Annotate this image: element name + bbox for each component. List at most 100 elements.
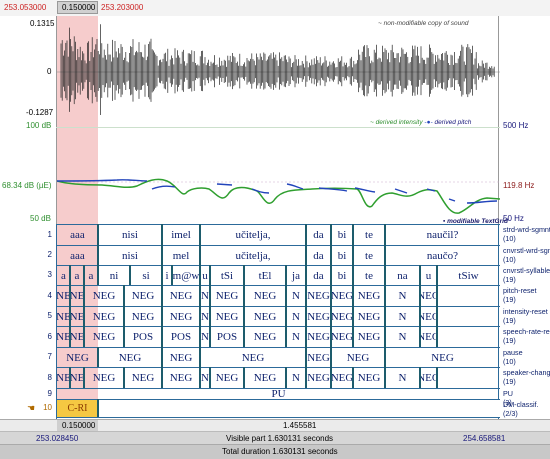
interval-cell[interactable]: NE — [57, 372, 70, 384]
interval-cell[interactable]: a — [61, 269, 66, 282]
interval-boundary[interactable] — [161, 245, 163, 265]
interval-cell[interactable]: NEG — [331, 310, 353, 323]
interval-boundary[interactable] — [330, 347, 332, 367]
tier-name[interactable]: cnvrstl-syllable (19) — [503, 266, 550, 284]
interval-boundary[interactable] — [199, 367, 201, 388]
interval-cell[interactable]: NEG — [357, 290, 381, 302]
interval-cell[interactable]: NEG — [253, 310, 277, 323]
interval-cell[interactable]: NEG — [169, 372, 193, 384]
interval-cell[interactable]: NEG — [92, 372, 116, 384]
interval-boundary[interactable] — [384, 245, 386, 265]
interval-cell[interactable]: N — [201, 331, 209, 343]
interval-boundary[interactable] — [330, 224, 332, 245]
tier-name[interactable]: cnvrstl-wrd-sgm (10) — [503, 246, 550, 264]
interval-cell[interactable]: nisi — [122, 229, 138, 241]
interval-cell[interactable]: NEG — [357, 372, 381, 384]
interval-boundary[interactable] — [199, 265, 201, 285]
interval-boundary[interactable] — [161, 224, 163, 245]
interval-boundary[interactable] — [69, 285, 71, 306]
interval-boundary[interactable] — [209, 285, 211, 306]
interval-boundary[interactable] — [305, 367, 307, 388]
interval-boundary[interactable] — [123, 285, 125, 306]
interval-boundary[interactable] — [199, 306, 201, 326]
tier-name[interactable]: pitch-reset (19) — [503, 286, 537, 304]
interval-cell[interactable]: aaa — [70, 229, 85, 241]
interval-boundary[interactable] — [97, 347, 99, 367]
interval-boundary[interactable] — [305, 265, 307, 285]
interval-cell[interactable]: NEG — [118, 351, 142, 364]
interval-boundary[interactable] — [209, 326, 211, 347]
interval-boundary[interactable] — [384, 224, 386, 245]
interval-boundary[interactable] — [285, 367, 287, 388]
interval-boundary[interactable] — [285, 306, 287, 326]
interval-cell[interactable]: NE — [70, 331, 84, 343]
interval-cell[interactable]: i — [165, 269, 169, 282]
interval-boundary[interactable] — [199, 224, 201, 245]
interval-cell[interactable]: NEG — [431, 351, 454, 364]
interval-boundary[interactable] — [352, 367, 354, 388]
interval-boundary[interactable] — [161, 306, 163, 326]
interval-cell[interactable]: NEG — [66, 351, 89, 364]
interval-cell[interactable]: NEG — [307, 310, 330, 323]
interval-cell[interactable]: te — [365, 229, 373, 241]
interval-cell[interactable] — [437, 307, 500, 326]
interval-boundary[interactable] — [285, 326, 287, 347]
interval-cell[interactable]: NEG — [331, 331, 353, 343]
interval-cell[interactable]: POS — [132, 331, 154, 343]
interval-boundary[interactable] — [384, 367, 386, 388]
interval-boundary[interactable] — [123, 306, 125, 326]
interval-boundary[interactable] — [209, 265, 211, 285]
interval-cell[interactable]: te — [365, 269, 373, 282]
interval-cell[interactable]: NEG — [420, 372, 437, 384]
interval-cell[interactable]: a — [74, 269, 80, 282]
interval-cell[interactable]: tSiw — [458, 269, 479, 282]
interval-cell[interactable]: imel — [171, 229, 191, 241]
interval-boundary[interactable] — [199, 245, 201, 265]
interval-boundary[interactable] — [209, 306, 211, 326]
interval-boundary[interactable] — [69, 326, 71, 347]
interval-boundary[interactable] — [330, 285, 332, 306]
interval-boundary[interactable] — [330, 367, 332, 388]
interval-cell[interactable]: tEl — [258, 269, 272, 282]
interval-cell[interactable]: na — [397, 269, 408, 282]
interval-cell[interactable]: NEG — [131, 310, 155, 323]
interval-cell[interactable]: u — [202, 269, 208, 282]
interval-boundary[interactable] — [352, 224, 354, 245]
interval-cell[interactable]: NEG — [169, 310, 193, 323]
interval-cell[interactable]: bi — [337, 229, 347, 241]
interval-cell[interactable] — [437, 327, 500, 347]
interval-cell[interactable]: NEG — [215, 372, 239, 384]
interval-boundary[interactable] — [419, 285, 421, 306]
interval-cell[interactable]: tSi — [220, 269, 234, 282]
interval-boundary[interactable] — [97, 265, 99, 285]
interval-cell[interactable]: m@w — [172, 269, 200, 282]
interval-boundary[interactable] — [123, 367, 125, 388]
bottom-selection-bar[interactable]: 0.150000 1.455581 — [0, 419, 550, 432]
interval-cell[interactable]: naučo? — [426, 249, 459, 262]
interval-boundary[interactable] — [436, 367, 438, 388]
interval-boundary[interactable] — [285, 285, 287, 306]
interval-cell[interactable]: NEG — [420, 310, 437, 323]
tier-name[interactable]: PU (3) — [503, 389, 513, 407]
interval-cell[interactable]: mel — [172, 249, 190, 262]
interval-boundary[interactable] — [305, 224, 307, 245]
interval-boundary[interactable] — [419, 265, 421, 285]
interval-cell[interactable]: N — [292, 310, 300, 323]
interval-cell[interactable]: u — [425, 269, 432, 282]
interval-boundary[interactable] — [352, 285, 354, 306]
interval-cell[interactable]: N — [201, 290, 209, 302]
interval-boundary[interactable] — [123, 326, 125, 347]
interval-boundary[interactable] — [384, 306, 386, 326]
tier-name[interactable]: intensity-reset (19) — [503, 307, 548, 325]
bottom-total-bar[interactable]: Total duration 1.630131 seconds — [0, 444, 550, 459]
interval-cell[interactable]: N — [398, 290, 407, 302]
interval-cell[interactable]: N — [398, 331, 407, 343]
interval-boundary[interactable] — [384, 285, 386, 306]
interval-cell[interactable]: NEG — [253, 331, 277, 343]
interval-boundary[interactable] — [199, 347, 201, 367]
interval-cell[interactable]: NEG — [253, 372, 277, 384]
interval-cell[interactable]: te — [365, 249, 373, 262]
interval-cell[interactable]: NEG — [331, 290, 353, 302]
interval-boundary[interactable] — [419, 367, 421, 388]
interval-boundary[interactable] — [330, 326, 332, 347]
